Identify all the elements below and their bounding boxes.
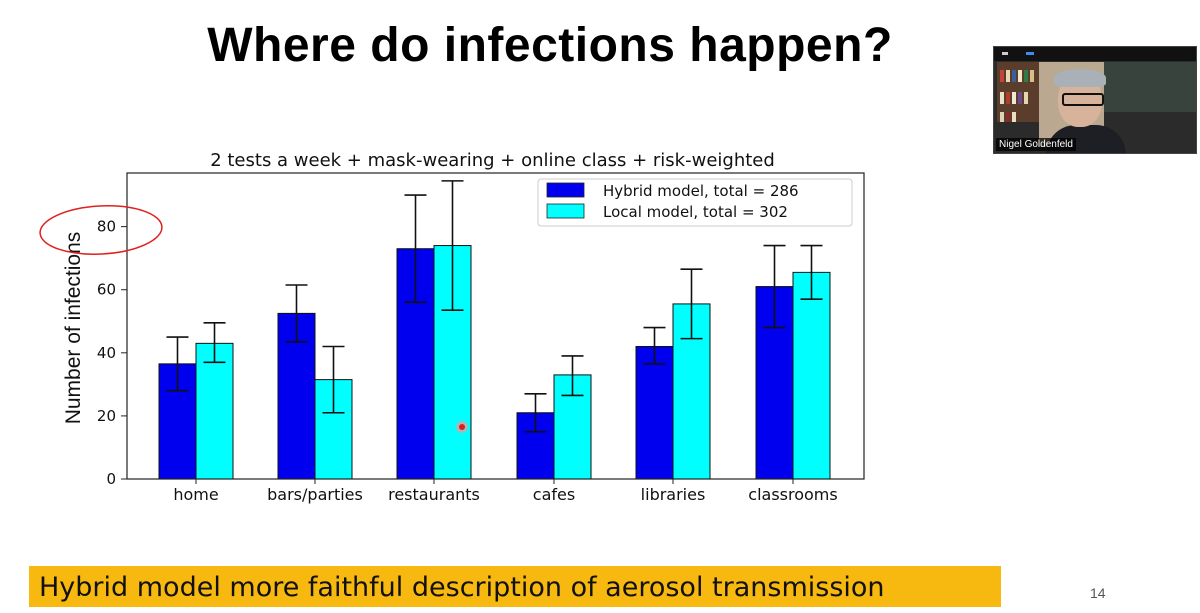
x-tick-label: classrooms: [748, 485, 837, 504]
laser-pointer-dot: [456, 421, 468, 433]
y-axis-label: Number of infections: [62, 232, 85, 425]
legend-swatch-local: [546, 203, 585, 219]
glasses-icon: [1062, 93, 1104, 106]
bar-hybrid-4: [635, 346, 674, 480]
y-tick-label: 60: [97, 281, 116, 299]
x-tick-label: libraries: [641, 485, 706, 504]
chart-title: 2 tests a week + mask-wearing + online c…: [210, 150, 775, 171]
bookshelf-background: [997, 62, 1039, 122]
minimize-icon[interactable]: [1002, 52, 1008, 55]
legend-box: [537, 178, 853, 227]
bar-local-0: [195, 342, 234, 480]
error-bars-layer: [166, 180, 823, 433]
ticks-layer: 0 20 40 60 80 home bars/parties restaurants cafe…: [97, 218, 838, 504]
participant-hair: [1054, 69, 1106, 87]
plot-frame: [126, 172, 865, 480]
y-tick-label: 0: [106, 470, 116, 488]
bar-chart: 2 tests a week + mask-wearing + online c…: [39, 150, 865, 504]
legend-label-local: Local model, total = 302: [603, 203, 788, 221]
layout-icon[interactable]: [1026, 52, 1034, 55]
slide-page-number: 14: [1090, 585, 1106, 601]
x-tick-label: home: [173, 485, 218, 504]
chart-legend: Hybrid model, total = 286 Local model, t…: [537, 178, 853, 227]
y-tick-label: 80: [97, 218, 116, 236]
legend-label-hybrid: Hybrid model, total = 286: [603, 182, 799, 200]
blackboard-background: [1104, 62, 1196, 112]
x-tick-label: cafes: [533, 485, 575, 504]
participant-name-label: Nigel Goldenfeld: [996, 138, 1076, 151]
legend-swatch-hybrid: [546, 182, 585, 198]
footer-banner: Hybrid model more faithful description o…: [29, 566, 1001, 607]
y-tick-label: 40: [97, 344, 116, 362]
y-tick-label: 20: [97, 407, 116, 425]
footer-text: Hybrid model more faithful description o…: [39, 572, 885, 603]
bars-layer: [158, 245, 831, 480]
x-tick-label: bars/parties: [267, 485, 363, 504]
red-circle-annotation: [39, 205, 163, 255]
video-tile-toolbar: [994, 47, 1196, 61]
x-tick-label: restaurants: [388, 485, 480, 504]
participant-video-tile[interactable]: Nigel Goldenfeld: [993, 46, 1197, 154]
bar-local-5: [792, 271, 831, 480]
slide-title: Where do infections happen?: [207, 19, 893, 72]
